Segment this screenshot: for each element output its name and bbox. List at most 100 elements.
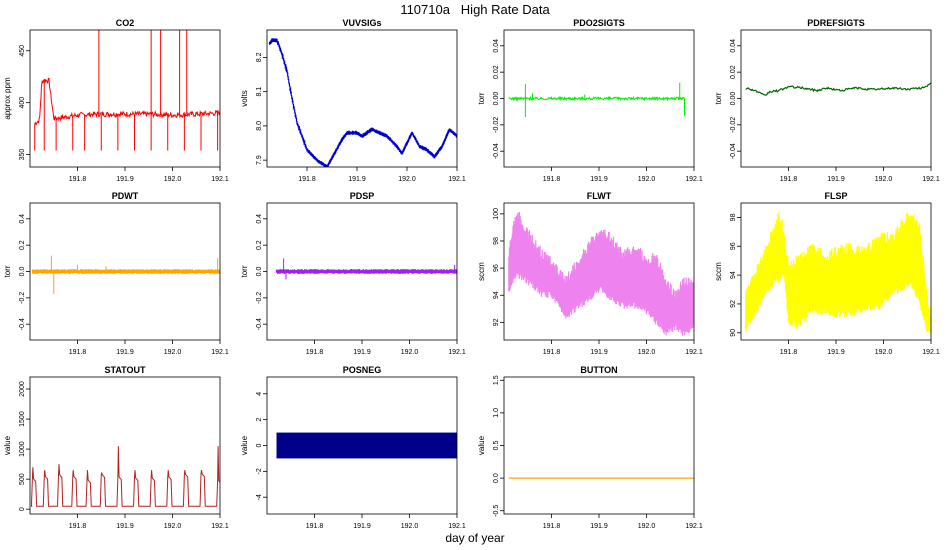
x-tick-label: 192.0 bbox=[398, 176, 416, 183]
plot-flsp: FLSP sccm 90 92 94 96 98 191.8 191.9 192.0 192.1 bbox=[714, 191, 940, 356]
plot-title: BUTTON bbox=[580, 365, 617, 375]
x-tick-label: 191.9 bbox=[827, 349, 845, 356]
plot-data-pdsp bbox=[275, 258, 457, 281]
y-tick-label: -0.2 bbox=[19, 292, 26, 304]
x-tick-label: 192.1 bbox=[922, 349, 940, 356]
y-tick-label: 98 bbox=[493, 237, 500, 245]
x-tick-label: 191.9 bbox=[116, 176, 134, 183]
x-tick-label: 192.1 bbox=[685, 523, 703, 530]
x-tick-label: 192.1 bbox=[448, 349, 466, 356]
y-tick-label: -0.04 bbox=[730, 143, 737, 159]
plot-frame bbox=[503, 202, 695, 341]
y-tick-label: 0.5 bbox=[493, 441, 500, 451]
plot-title: POSNEG bbox=[343, 365, 382, 375]
y-tick-label: 0.2 bbox=[19, 240, 26, 250]
data-series bbox=[268, 38, 457, 167]
plot-frame bbox=[266, 29, 458, 168]
plot-title: PDSP bbox=[350, 191, 375, 201]
plot-pdsp: PDSP torr -0.4 -0.2 0.0 0.2 0.4 191.8 191.9 192.0… bbox=[240, 191, 466, 356]
plot-frame bbox=[503, 29, 695, 168]
y-tick-label: 4 bbox=[256, 392, 263, 396]
plot-frame bbox=[740, 202, 932, 341]
y-tick-label: -0.02 bbox=[493, 117, 500, 133]
y-tick-label: 0.00 bbox=[493, 92, 500, 106]
plot-data-flwt bbox=[508, 211, 694, 336]
y-axis-label: value bbox=[3, 435, 12, 455]
x-tick-label: 191.9 bbox=[116, 349, 134, 356]
x-tick-label: 192.1 bbox=[211, 523, 229, 530]
y-tick-label: -0.4 bbox=[256, 318, 263, 330]
plot-pdrefsigts: PDREFSIGTS torr -0.04 -0.02 0.00 0.02 0.04 191.… bbox=[714, 18, 940, 183]
x-tick-label: 192.0 bbox=[164, 349, 182, 356]
y-tick-label: 1500 bbox=[19, 411, 26, 427]
x-tick-label: 192.1 bbox=[448, 523, 466, 530]
y-axis-label: torr bbox=[714, 92, 723, 104]
plot-pdo2sigts: PDO2SIGTS torr -0.04 -0.02 0.00 0.02 0.04 191.8… bbox=[477, 18, 703, 183]
y-axis-label: torr bbox=[3, 265, 12, 277]
y-tick-label: 8.1 bbox=[256, 87, 263, 97]
y-tick-label: 0.0 bbox=[19, 267, 26, 277]
data-series bbox=[34, 77, 220, 126]
plot-frame bbox=[503, 376, 695, 515]
plot-title: PDREFSIGTS bbox=[807, 18, 865, 28]
plot-posneg: POSNEG value -4 -2 0 2 4 191.8 191.9 192.0 192.1 bbox=[240, 365, 466, 530]
y-tick-label: 8.2 bbox=[256, 52, 263, 62]
data-series bbox=[508, 211, 694, 336]
y-axis-label: torr bbox=[240, 265, 249, 277]
y-tick-label: 0.02 bbox=[730, 65, 737, 79]
plot-title: PDWT bbox=[112, 191, 139, 201]
y-tick-label: 0.00 bbox=[730, 92, 737, 106]
x-tick-label: 191.8 bbox=[306, 349, 324, 356]
plot-data-pdwt bbox=[31, 255, 220, 296]
plot-title: CO2 bbox=[116, 18, 135, 28]
plot-data-statout bbox=[30, 446, 220, 507]
data-series bbox=[745, 211, 931, 336]
y-tick-label: 0 bbox=[256, 443, 263, 447]
y-tick-label: 92 bbox=[730, 300, 737, 308]
y-tick-label: -2 bbox=[256, 468, 263, 474]
y-tick-label: 350 bbox=[19, 149, 26, 161]
x-tick-label: 192.0 bbox=[401, 523, 419, 530]
x-tick-label: 192.1 bbox=[211, 176, 229, 183]
data-series bbox=[508, 95, 685, 102]
x-tick-label: 191.8 bbox=[306, 523, 324, 530]
y-tick-label: 0 bbox=[19, 507, 26, 511]
x-tick-label: 191.9 bbox=[827, 176, 845, 183]
y-tick-label: 500 bbox=[19, 473, 26, 485]
y-tick-label: 92 bbox=[493, 318, 500, 326]
y-tick-label: 1000 bbox=[19, 441, 26, 457]
x-tick-label: 191.9 bbox=[348, 176, 366, 183]
x-tick-label: 191.8 bbox=[298, 176, 316, 183]
y-tick-label: 96 bbox=[493, 264, 500, 272]
plot-frame bbox=[29, 29, 221, 168]
plot-pdwt: PDWT torr -0.4 -0.2 0.0 0.2 0.4 191.8 191.9 192.0… bbox=[3, 191, 229, 356]
x-axis-label: day of year bbox=[445, 531, 505, 545]
y-tick-label: -4 bbox=[256, 494, 263, 500]
plot-data-flsp bbox=[745, 211, 931, 336]
y-tick-label: -0.4 bbox=[19, 318, 26, 330]
y-axis-label: sccm bbox=[714, 262, 723, 281]
y-tick-label: 0.04 bbox=[493, 39, 500, 53]
x-tick-label: 191.8 bbox=[69, 176, 87, 183]
y-tick-label: 94 bbox=[730, 271, 737, 279]
y-tick-label: 0.0 bbox=[493, 473, 500, 483]
plot-frame bbox=[266, 376, 458, 515]
x-tick-label: 192.0 bbox=[164, 176, 182, 183]
y-tick-label: 0.2 bbox=[256, 240, 263, 250]
x-tick-label: 192.0 bbox=[638, 523, 656, 530]
y-tick-label: 96 bbox=[730, 242, 737, 250]
y-tick-label: 0.0 bbox=[256, 267, 263, 277]
x-tick-label: 191.9 bbox=[590, 523, 608, 530]
y-tick-label: 0.4 bbox=[256, 214, 263, 224]
data-series bbox=[31, 269, 220, 274]
x-tick-label: 192.0 bbox=[875, 349, 893, 356]
x-tick-label: 191.9 bbox=[590, 176, 608, 183]
data-bar bbox=[276, 432, 457, 459]
plot-frame bbox=[266, 202, 458, 341]
plot-flwt: FLWT sccm 92 94 96 98 100 191.8 191.9 192.0 192.1 bbox=[477, 191, 703, 356]
y-tick-label: -0.02 bbox=[730, 117, 737, 133]
y-axis-label: value bbox=[477, 435, 486, 455]
y-tick-label: 2 bbox=[256, 418, 263, 422]
x-tick-label: 191.8 bbox=[780, 176, 798, 183]
